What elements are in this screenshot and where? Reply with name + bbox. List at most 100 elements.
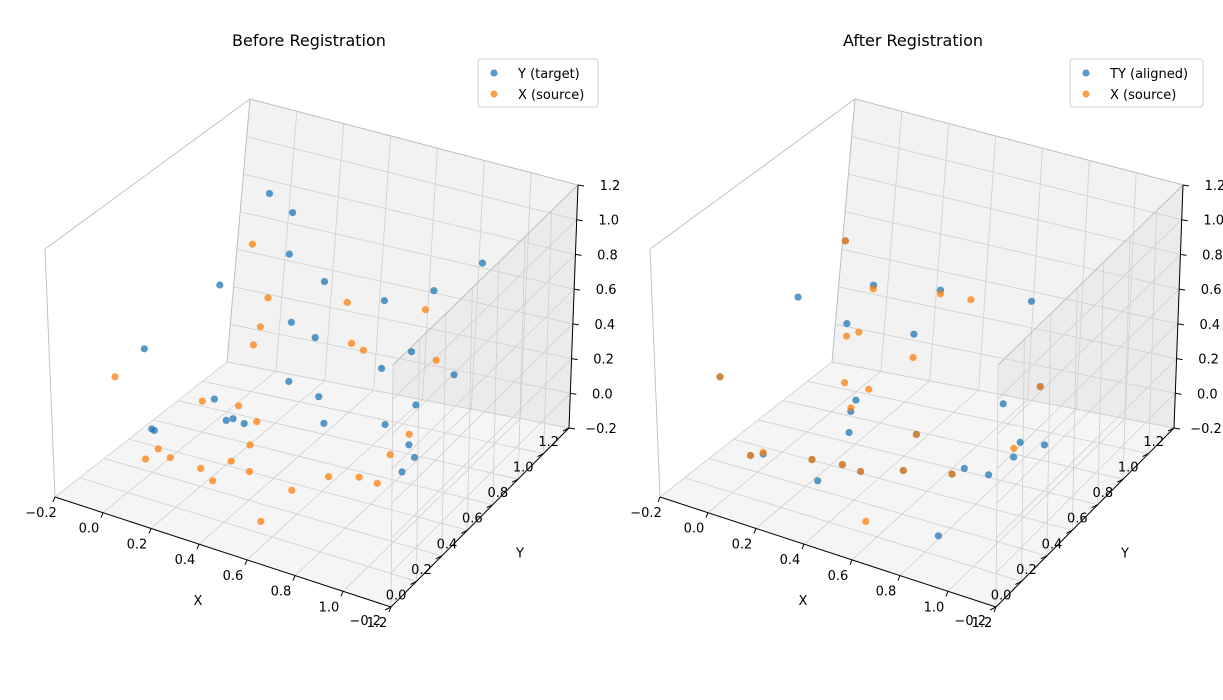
z-tick-label: 0.0 [1197,387,1218,402]
x-tick-label: 0.6 [223,569,244,584]
y-tick [1116,478,1124,483]
data-point [430,287,438,295]
data-point [869,285,877,293]
data-point [264,294,272,302]
z-tick-label: 1.0 [598,214,619,229]
data-point [257,517,265,526]
z-tick-label: −0.2 [585,422,617,437]
y-tick [1167,427,1175,432]
y-tick [410,580,417,585]
z-axis-line [568,184,579,429]
data-point [246,441,254,449]
z-tick [1182,184,1190,187]
y-tick-label: −0.2 [954,614,986,629]
pane-edge-top [649,98,1184,366]
z-tick [572,323,579,326]
legend-label: X (source) [1110,88,1176,103]
data-point [378,364,386,372]
x-tick-label: 1.0 [924,600,945,615]
data-point [289,209,297,217]
data-point [967,296,975,304]
x-tick [292,575,296,581]
x-axis-line [54,496,392,608]
data-point [398,468,406,476]
z-tick-label: 1.0 [1203,214,1223,229]
y-tick [562,427,570,432]
y-tick-label: 1.2 [538,435,559,450]
z-tick [570,392,577,395]
x-tick-label: −0.2 [25,506,57,521]
data-point [405,430,413,438]
data-point [899,466,907,475]
z-tick [1181,219,1188,222]
x-axis-line [659,496,997,608]
x-tick [657,496,661,503]
data-point [359,346,367,354]
data-point [841,237,850,245]
x-tick [753,528,757,534]
y-tick-label: 0.0 [386,588,407,603]
x-tick [52,496,56,503]
data-point [421,306,430,314]
z-tick [1180,253,1187,256]
y-axis-line [995,427,1175,608]
pane-edge-left [649,248,661,498]
data-point [245,468,253,476]
data-point [150,426,158,435]
pane-edge-left [44,248,56,498]
data-point [248,240,256,248]
data-point [288,486,296,494]
data-point [347,339,356,347]
data-point [355,473,363,481]
y-tick [435,555,443,560]
chart-title: After Registration [843,31,983,50]
z-tick [574,288,581,291]
data-point [412,401,420,409]
z-tick [1173,427,1181,430]
data-point [855,328,863,336]
x-tick [849,559,853,566]
x-tick [340,591,344,597]
x-tick-label: 0.8 [271,585,292,600]
data-point [838,461,847,469]
data-point [197,464,205,472]
data-point [287,318,295,326]
legend-marker [490,90,498,98]
data-point [111,373,119,381]
y-tick [1015,580,1022,585]
y-tick-label: 0.8 [487,486,508,501]
data-point [320,419,328,427]
z-tick-label: 1.2 [1205,179,1223,194]
data-point [1010,453,1018,461]
data-point [912,430,921,438]
y-tick-label: 0.4 [437,537,458,552]
y-tick-label: 1.2 [1143,435,1164,450]
data-point [410,453,419,462]
z-tick-label: 0.4 [595,318,616,333]
data-point [794,293,802,301]
data-point [814,477,822,485]
pane-edge-corner [226,98,251,363]
data-point [934,532,943,540]
y-tick [1040,555,1048,560]
x-tick [196,543,200,550]
y-tick-label: 0.6 [462,512,483,527]
y-tick-label: 0.6 [1067,512,1088,527]
y-tick [1142,453,1149,458]
data-point [1016,438,1024,446]
data-point [285,377,293,386]
z-tick-label: 1.2 [600,179,621,194]
z-tick-label: 0.2 [1198,353,1219,368]
x-tick-label: 1.0 [319,600,340,615]
data-point [285,250,293,258]
data-point [227,457,235,465]
data-point [325,473,333,481]
x-tick-label: 0.8 [876,585,897,600]
data-point [1036,383,1044,391]
x-tick-label: 1.2 [367,616,388,631]
data-point [311,334,319,342]
data-point [381,420,389,429]
y-tick-label: 0.2 [411,563,432,578]
y-tick-label: 0.4 [1042,537,1063,552]
data-point [405,441,413,449]
